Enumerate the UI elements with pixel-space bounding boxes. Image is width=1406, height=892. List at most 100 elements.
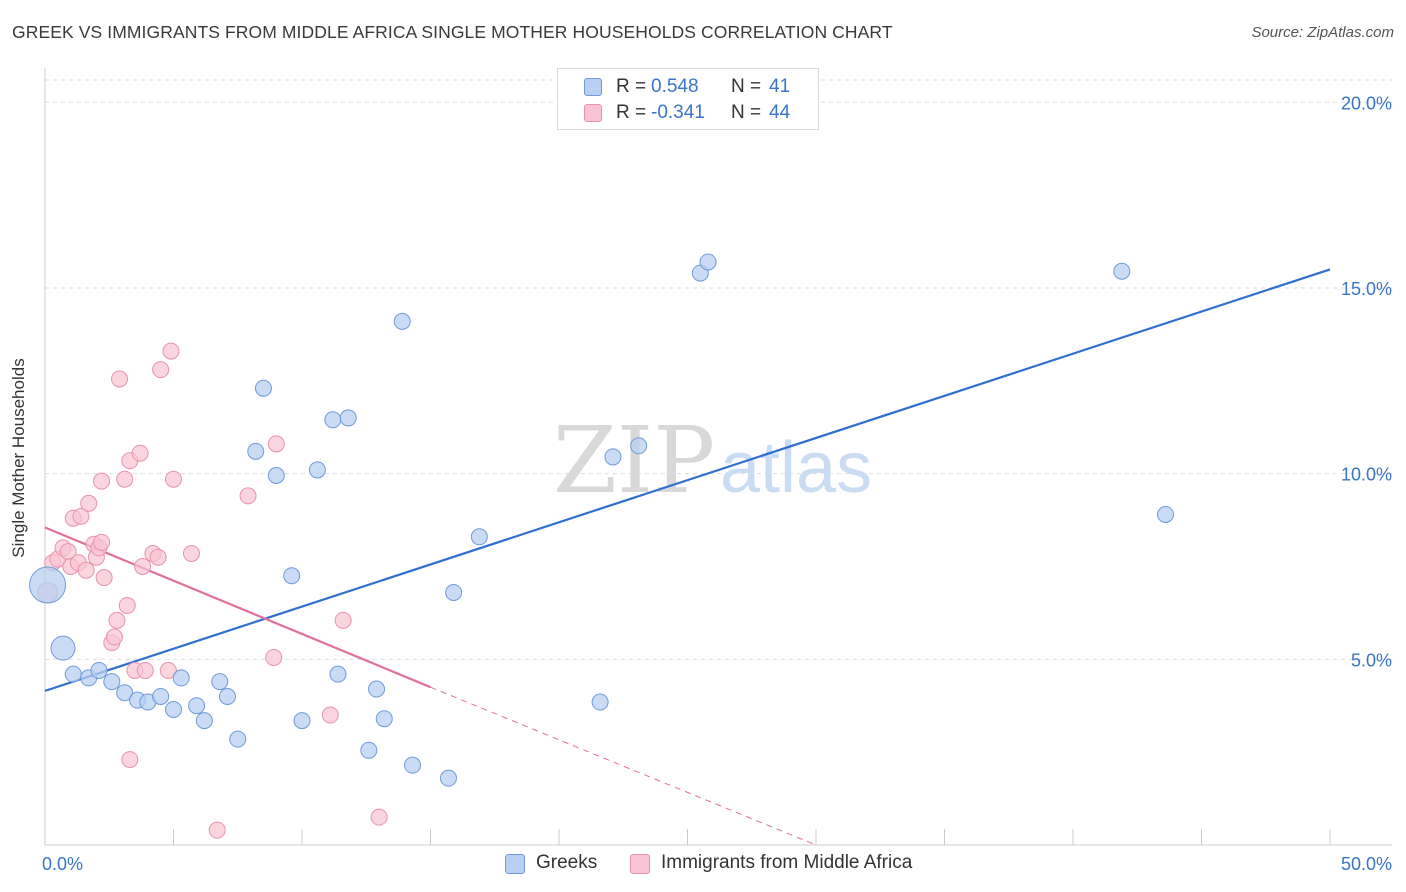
point-greeks [360,741,378,759]
y-tick-label: 20.0% [1341,93,1392,113]
legend-r-label: R = [616,76,647,97]
watermark: ZIP atlas [553,407,872,514]
trendline-greeks [44,268,1331,692]
point-greeks [604,448,622,466]
watermark-atlas: atlas [720,428,872,508]
point-greeks [103,673,121,691]
point-immigrants [108,611,126,629]
point-immigrants [111,370,129,388]
point-immigrants [334,611,352,629]
point-immigrants [321,706,339,724]
point-immigrants [152,361,170,379]
point-immigrants [370,808,388,826]
point-immigrants [265,648,283,666]
point-greeks [393,312,411,330]
point-greeks [195,712,213,730]
x-tick-label: 50.0% [1341,854,1392,874]
point-greeks [90,661,108,679]
tick-labels: 0.0% 50.0% 5.0% 10.0% 15.0% 20.0% [42,93,1392,874]
legend-swatch-immigrants [630,854,650,874]
point-greeks [29,566,67,604]
trendline-immigrants-extension [430,686,817,846]
point-greeks [152,687,170,705]
point-greeks [116,684,134,702]
point-greeks [211,673,229,691]
legend-swatch-greeks [584,78,602,96]
point-greeks [470,528,488,546]
chart-source: Source: ZipAtlas.com [1251,24,1394,41]
point-immigrants [93,472,111,490]
legend-swatch-greeks [505,854,525,874]
point-greeks [368,680,386,698]
point-immigrants [136,661,154,679]
point-immigrants [182,544,200,562]
point-immigrants [159,661,177,679]
y-axis-label: Single Mother Households [9,358,28,558]
point-greeks [699,253,717,271]
point-immigrants [208,821,226,839]
point-greeks [1157,505,1175,523]
point-greeks [50,635,76,661]
point-immigrants [165,470,182,488]
point-immigrants [267,435,285,453]
point-greeks [1113,262,1131,280]
point-immigrants [105,628,123,646]
point-greeks [439,769,457,787]
point-immigrants [162,342,180,360]
y-tick-label: 5.0% [1351,650,1392,670]
legend-r-value: -0.341 [651,102,705,123]
point-immigrants [121,751,139,769]
point-greeks [229,730,247,748]
legend-n-label: N = [731,76,762,97]
point-immigrants [116,470,134,488]
series-legend: Greeks Immigrants from Middle Africa [0,852,1406,878]
point-greeks [445,583,463,601]
legend-swatch-immigrants [584,104,602,122]
point-greeks [329,665,347,683]
point-greeks [267,466,285,484]
watermark-zip: ZIP [553,407,715,514]
chart-title: GREEK VS IMMIGRANTS FROM MIDDLE AFRICA S… [12,22,893,42]
y-tick-label: 10.0% [1341,465,1392,485]
correlation-legend: R = 0.548 N = 41 R = -0.341 N = 44 [557,68,819,130]
point-immigrants [80,494,98,512]
point-immigrants [93,533,111,551]
point-immigrants [131,444,149,462]
y-tick-label: 15.0% [1341,279,1392,299]
point-greeks [591,693,609,711]
point-greeks [188,697,206,715]
legend-r-label: R = [616,102,647,123]
point-immigrants [118,596,136,614]
point-immigrants [134,557,152,575]
point-greeks [64,665,82,683]
legend-n-label: N = [731,102,762,123]
point-greeks [308,461,326,479]
legend-n-value: 44 [769,102,791,123]
point-greeks [339,409,357,427]
point-greeks [630,437,648,455]
legend-r-value: 0.548 [651,76,699,97]
point-greeks [165,700,182,718]
point-greeks [218,687,236,705]
point-immigrants [95,569,113,587]
series-greeks-points [29,253,1175,787]
legend-n-value: 41 [769,76,791,97]
point-greeks [293,712,311,730]
x-tick-label: 0.0% [42,854,83,874]
point-greeks [172,669,190,687]
point-greeks [375,710,393,728]
point-immigrants [77,561,95,579]
point-immigrants [149,548,167,566]
series-immigrants-points [37,342,388,839]
axes [44,68,1392,846]
point-greeks [254,379,272,397]
legend-label-immigrants: Immigrants from Middle Africa [661,852,913,873]
legend-label-greeks: Greeks [536,852,598,873]
trendlines [44,268,1331,846]
point-immigrants [239,487,257,505]
gridlines [45,79,1392,660]
point-greeks [324,411,342,429]
trendline-immigrants [44,526,431,689]
point-greeks [283,567,301,585]
